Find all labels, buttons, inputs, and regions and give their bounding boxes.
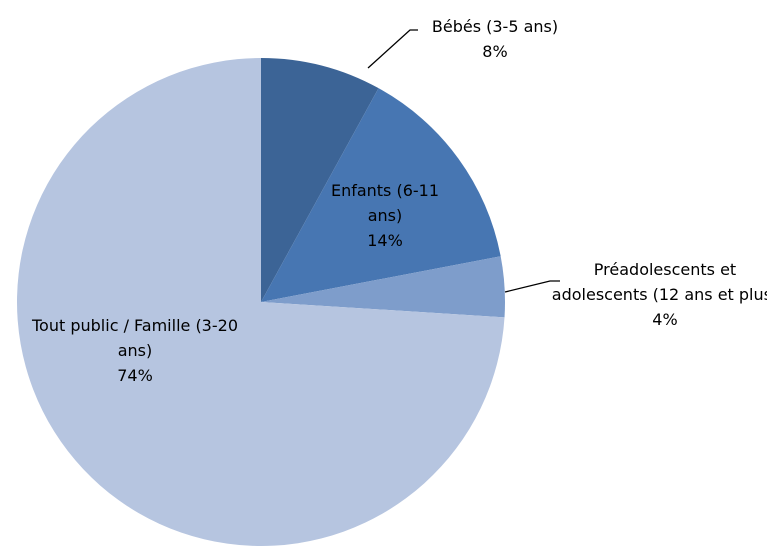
slice-label: Enfants (6-11 ans) 14% xyxy=(320,178,450,253)
category-label: Préadolescents et adolescents (12 ans et… xyxy=(551,260,767,304)
slice-label: Tout public / Famille (3-20 ans) 74% xyxy=(15,313,255,388)
pie-slice xyxy=(261,88,501,302)
pie-slice xyxy=(16,57,505,546)
slice-label: Préadolescents et adolescents (12 ans et… xyxy=(545,257,767,332)
category-label: Enfants (6-11 ans) xyxy=(330,181,440,225)
leader-line xyxy=(504,280,560,293)
value-label: 4% xyxy=(652,310,678,329)
slice-label: Bébés (3-5 ans) 8% xyxy=(400,14,590,64)
category-label: Bébés (3-5 ans) xyxy=(431,17,559,36)
category-label: Tout public / Famille (3-20 ans) xyxy=(32,316,238,360)
pie-slice xyxy=(261,58,379,302)
pie-slice xyxy=(261,256,505,318)
leader-line xyxy=(367,29,418,69)
value-label: 74% xyxy=(117,366,153,385)
value-label: 8% xyxy=(482,42,508,61)
value-label: 14% xyxy=(367,231,403,250)
